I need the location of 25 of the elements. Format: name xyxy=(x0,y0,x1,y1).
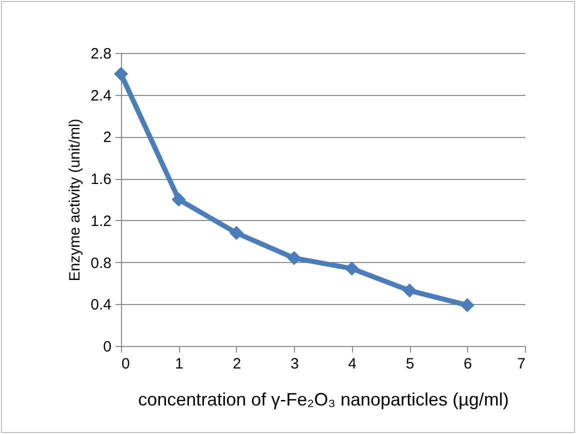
point xyxy=(229,226,244,240)
x-tick-label: 6 xyxy=(464,356,472,372)
point xyxy=(344,261,359,276)
x-tick-label: 0 xyxy=(122,356,130,372)
point xyxy=(287,251,302,266)
y-tick-label: 0.8 xyxy=(90,254,112,272)
x-tick-label: 1 xyxy=(175,356,184,372)
x-tick-label: 2 xyxy=(232,356,242,372)
y-tick-label: 1.2 xyxy=(90,212,112,230)
point xyxy=(114,66,128,81)
x-tick-label: 3 xyxy=(290,356,299,372)
y-tick-label: 2.8 xyxy=(90,46,112,62)
y-tick-label: 1.6 xyxy=(90,171,112,188)
y-tick-label: 2 xyxy=(103,129,112,146)
x-tick-label: 4 xyxy=(348,356,357,372)
point xyxy=(402,283,417,298)
point xyxy=(460,298,474,312)
y-tick-label: 2.4 xyxy=(90,87,112,104)
y-tick-label: 0 xyxy=(103,338,112,356)
point xyxy=(172,192,186,207)
y-tick-label: 0.4 xyxy=(90,296,112,314)
x-axis-title: concentration of γ-Fe₂O₃ nanoparticles (µg/ml) xyxy=(138,390,509,410)
x-tick-label: 5 xyxy=(406,356,414,372)
x-tick-label: 7 xyxy=(517,356,526,372)
y-axis-title: Enzyme activity (unit/ml) xyxy=(66,118,84,282)
